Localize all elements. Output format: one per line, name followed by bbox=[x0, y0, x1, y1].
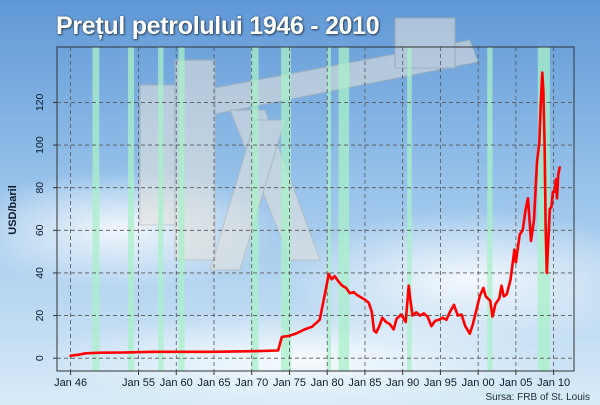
chart-title: Prețul petrolului 1946 - 2010 bbox=[56, 12, 380, 40]
x-tick-label: Jan 10 bbox=[537, 377, 570, 389]
x-tick-label: Jan 95 bbox=[424, 377, 457, 389]
x-tick-label: Jan 85 bbox=[348, 377, 381, 389]
x-tick-label: Jan 60 bbox=[160, 377, 193, 389]
price-line bbox=[69, 71, 561, 357]
y-tick-label: 100 bbox=[34, 136, 46, 154]
x-tick-label: Jan 00 bbox=[462, 377, 495, 389]
recession-band bbox=[158, 47, 164, 371]
x-tick-label: Jan 75 bbox=[273, 377, 306, 389]
x-tick-label: Jan 80 bbox=[311, 377, 344, 389]
y-tick-label: 40 bbox=[34, 267, 46, 279]
y-tick-label: 80 bbox=[34, 182, 46, 194]
x-tick-label: Jan 46 bbox=[54, 377, 87, 389]
recession-band bbox=[327, 47, 331, 371]
x-tick-label: Jan 55 bbox=[122, 377, 155, 389]
plot-border bbox=[56, 46, 575, 372]
y-axis-label: USD/baril bbox=[7, 185, 19, 235]
x-axis-ticks: Jan 46 Jan 55 Jan 60 Jan 65 Jan 70 Jan 75 Jan … bbox=[54, 371, 570, 389]
recession-band bbox=[127, 47, 134, 371]
y-tick-label: 0 bbox=[34, 355, 46, 361]
recession-band bbox=[250, 47, 259, 371]
grid-lines bbox=[57, 47, 574, 371]
recession-band bbox=[407, 47, 412, 371]
x-tick-label: Jan 70 bbox=[235, 377, 268, 389]
recession-band bbox=[281, 47, 291, 371]
recession-band bbox=[487, 47, 493, 371]
y-axis-ticks: 0 20 40 60 80 100 120 bbox=[34, 94, 57, 361]
x-tick-label: Jan 05 bbox=[499, 377, 532, 389]
recession-band bbox=[92, 47, 100, 371]
y-tick-label: 20 bbox=[34, 310, 46, 322]
series-lines bbox=[69, 71, 561, 357]
recession-band bbox=[338, 47, 350, 371]
x-tick-label: Jan 65 bbox=[197, 377, 230, 389]
x-tick-label: Jan 90 bbox=[386, 377, 419, 389]
y-tick-label: 60 bbox=[34, 224, 46, 236]
source-note: Sursa: FRB of St. Louis bbox=[485, 392, 591, 403]
y-tick-label: 120 bbox=[34, 94, 46, 112]
recession-bands bbox=[92, 47, 550, 371]
recession-band bbox=[178, 47, 185, 371]
